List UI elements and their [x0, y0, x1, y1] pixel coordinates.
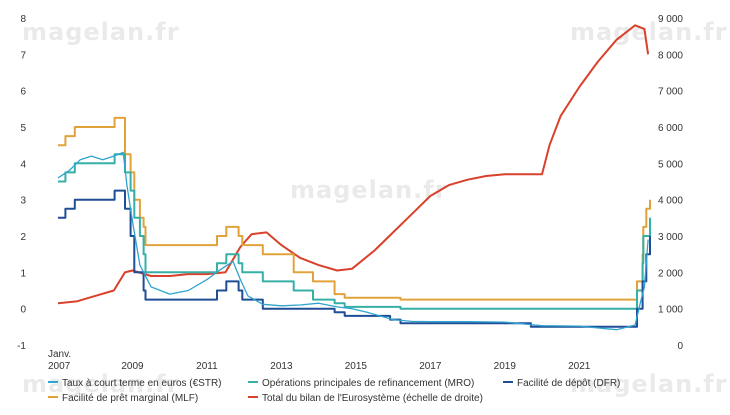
x-tick-label: 2009 [121, 361, 144, 372]
x-first-label-year: 2007 [48, 361, 71, 372]
watermark-text: magelan.fr [290, 176, 448, 204]
y-right-tick-label: 2 000 [658, 268, 683, 279]
watermarks: magelan.fr magelan.fr magelan.fr magelan.fr… [22, 18, 728, 398]
watermark-text: magelan.fr [570, 18, 728, 46]
y-left-tick-label: -1 [17, 341, 26, 352]
legend: Taux à court terme en euros (€STR) Opérat… [48, 378, 620, 404]
y-right-tick-label: 5 000 [658, 159, 683, 170]
y-left-tick-label: 4 [20, 159, 26, 170]
legend-label: Taux à court terme en euros (€STR) [62, 378, 222, 389]
x-tick-label: 2015 [345, 361, 368, 372]
x-tick-label: 2019 [494, 361, 517, 372]
series-line-4 [57, 24, 650, 305]
x-axis: Janv.2007 2009 2011 2013 2015 2017 2019 2021 [48, 349, 591, 372]
y-right-tick-label: 4 000 [658, 196, 683, 207]
y-left-tick-label: 7 [20, 50, 26, 61]
legend-label: Total du bilan de l'Eurosystème (échelle… [262, 393, 483, 404]
y-left-tick-label: 2 [20, 232, 26, 243]
x-tick-label: 2021 [568, 361, 591, 372]
y-right-tick-label: 8 000 [658, 50, 683, 61]
series-layer [57, 24, 651, 331]
y-left-tick-label: 0 [20, 305, 26, 316]
y-right-tick-label: 1 000 [658, 305, 683, 316]
y-right-tick-label: 3 000 [658, 232, 683, 243]
y-right-tick-label: 9 000 [658, 14, 683, 25]
left-axis: -1 0 1 2 3 4 5 6 7 8 [17, 14, 26, 352]
legend-label: Facilité de dépôt (DFR) [517, 378, 620, 389]
y-left-tick-label: 3 [20, 196, 26, 207]
x-tick-label: 2017 [419, 361, 442, 372]
legend-label: Facilité de prêt marginal (MLF) [62, 393, 198, 404]
y-left-tick-label: 6 [20, 87, 26, 98]
watermark-text: magelan.fr [22, 370, 180, 398]
y-right-tick-label: 7 000 [658, 87, 683, 98]
watermark-text: magelan.fr [22, 18, 180, 46]
y-right-tick-label: 6 000 [658, 123, 683, 134]
y-right-tick-label: 0 [677, 341, 683, 352]
x-tick-label: 2011 [196, 361, 218, 372]
y-left-tick-label: 5 [20, 123, 26, 134]
x-tick-label: 2013 [270, 361, 293, 372]
right-axis: 0 1 000 2 000 3 000 4 000 5 000 6 000 7 000 8 00… [658, 14, 683, 352]
x-first-label-month: Janv. [48, 349, 71, 360]
watermark-text: magelan.fr [570, 370, 728, 398]
legend-label: Opérations principales de refinancement … [262, 378, 474, 389]
y-left-tick-label: 1 [20, 268, 26, 279]
series-line-0 [57, 151, 649, 331]
y-left-tick-label: 8 [20, 14, 26, 25]
